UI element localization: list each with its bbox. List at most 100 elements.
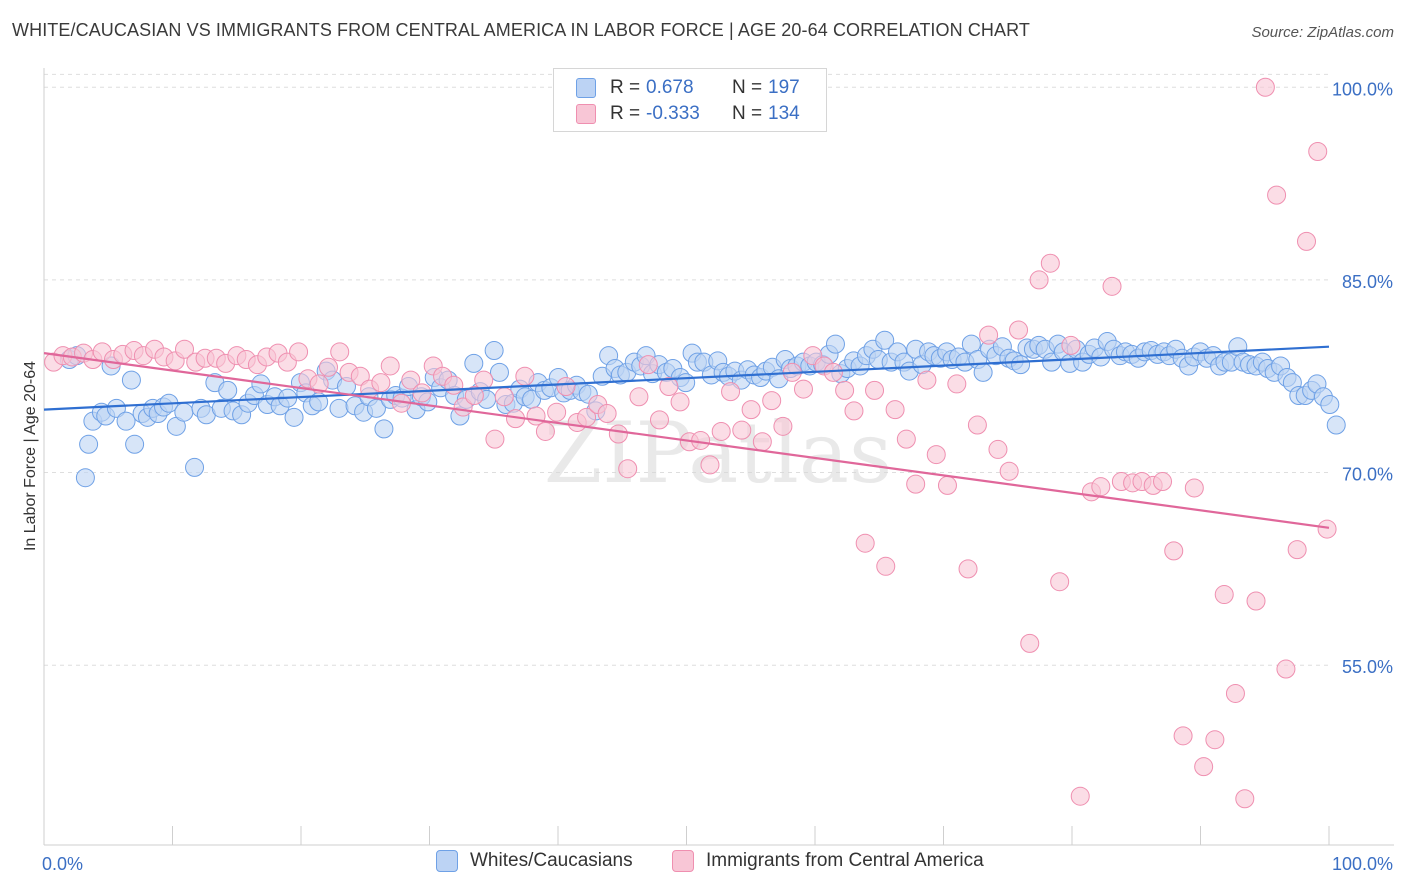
- r-value: -0.333: [646, 103, 700, 124]
- x-ticks: [43, 826, 1330, 845]
- trend-line-0: [43, 345, 1330, 411]
- data-point: [464, 385, 484, 405]
- data-point: [175, 339, 195, 359]
- data-point: [1287, 540, 1307, 560]
- data-point: [649, 410, 669, 430]
- data-point: [484, 341, 504, 361]
- data-point: [374, 419, 394, 439]
- data-point: [917, 370, 937, 390]
- legend-label-whites: Whites/Caucasians: [470, 850, 633, 871]
- data-point: [1308, 141, 1328, 161]
- data-point: [711, 421, 731, 441]
- legend-item-immigrants[interactable]: Immigrants from Central America: [672, 850, 984, 872]
- points-layer: [44, 77, 1346, 809]
- data-point: [350, 366, 370, 386]
- chart-title: WHITE/CAUCASIAN VS IMMIGRANTS FROM CENTR…: [12, 20, 1031, 40]
- data-point: [988, 439, 1008, 459]
- data-point: [329, 398, 349, 418]
- data-point: [1246, 591, 1266, 611]
- data-point: [494, 387, 514, 407]
- data-point: [1326, 415, 1346, 435]
- data-point: [979, 325, 999, 345]
- legend: Whites/Caucasians Immigrants from Centra…: [0, 850, 1406, 880]
- data-point: [526, 406, 546, 426]
- data-point: [174, 402, 194, 422]
- legend-swatch-whites: [436, 850, 458, 872]
- y-axis-title: In Labor Force | Age 20-64: [22, 361, 39, 551]
- data-point: [835, 380, 855, 400]
- data-point: [535, 421, 555, 441]
- data-point: [121, 370, 141, 390]
- data-point: [885, 400, 905, 420]
- data-point: [906, 474, 926, 494]
- data-point: [1040, 253, 1060, 273]
- data-point: [618, 459, 638, 479]
- data-point: [106, 398, 126, 418]
- data-point: [1267, 185, 1287, 205]
- data-point: [823, 362, 843, 382]
- data-point: [185, 457, 205, 477]
- data-point: [608, 424, 628, 444]
- data-point: [773, 416, 793, 436]
- data-point: [1011, 355, 1031, 375]
- data-point: [958, 559, 978, 579]
- data-point: [676, 373, 696, 393]
- data-point: [556, 377, 576, 397]
- data-point: [597, 403, 617, 423]
- n-value: 197: [768, 77, 800, 98]
- data-point: [793, 379, 813, 399]
- data-point: [1173, 726, 1193, 746]
- data-point: [659, 377, 679, 397]
- data-point: [75, 468, 95, 488]
- data-point: [1091, 477, 1111, 497]
- data-point: [444, 375, 464, 395]
- data-point: [1009, 320, 1029, 340]
- data-point: [732, 420, 752, 440]
- x-tick-label-min: 0.0%: [42, 854, 83, 874]
- r-label: R =: [610, 77, 641, 98]
- data-point: [1194, 757, 1214, 777]
- series-1: [44, 77, 1337, 809]
- data-point: [1225, 683, 1245, 703]
- data-point: [1050, 572, 1070, 592]
- y-tick-label: 85.0%: [1342, 272, 1393, 292]
- data-point: [412, 383, 432, 403]
- legend-label-immigrants: Immigrants from Central America: [706, 850, 984, 871]
- data-point: [1235, 789, 1255, 809]
- data-point: [474, 370, 494, 390]
- data-point: [629, 387, 649, 407]
- data-point: [999, 461, 1019, 481]
- data-point: [1320, 394, 1340, 414]
- data-point: [1020, 633, 1040, 653]
- data-point: [284, 407, 304, 427]
- source-label: Source: ZipAtlas.com: [1251, 24, 1394, 41]
- data-point: [1276, 659, 1296, 679]
- data-point: [485, 429, 505, 449]
- data-point: [855, 533, 875, 553]
- data-point: [721, 382, 741, 402]
- trend-line-1: [43, 352, 1330, 529]
- data-point: [1255, 77, 1275, 97]
- data-point: [79, 434, 99, 454]
- legend-item-whites[interactable]: Whites/Caucasians: [436, 850, 633, 872]
- data-point: [844, 401, 864, 421]
- n-label: N =: [732, 77, 763, 98]
- data-point: [489, 362, 509, 382]
- data-point: [1070, 786, 1090, 806]
- r-value: 0.678: [646, 77, 694, 98]
- data-point: [875, 330, 895, 350]
- data-point: [947, 374, 967, 394]
- x-tick-label-max: 100.0%: [1332, 854, 1393, 874]
- data-point: [1205, 730, 1225, 750]
- trend-layer: [43, 345, 1330, 529]
- stats-swatch-whites: [576, 78, 596, 98]
- data-point: [1164, 541, 1184, 561]
- gridlines: [44, 73, 1329, 666]
- data-point: [876, 556, 896, 576]
- data-point: [1102, 276, 1122, 296]
- data-point: [515, 366, 535, 386]
- n-label: N =: [732, 103, 763, 124]
- r-label: R =: [610, 103, 641, 124]
- data-point: [319, 357, 338, 377]
